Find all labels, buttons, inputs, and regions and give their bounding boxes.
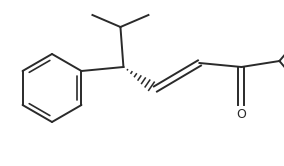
Text: O: O	[237, 108, 247, 121]
